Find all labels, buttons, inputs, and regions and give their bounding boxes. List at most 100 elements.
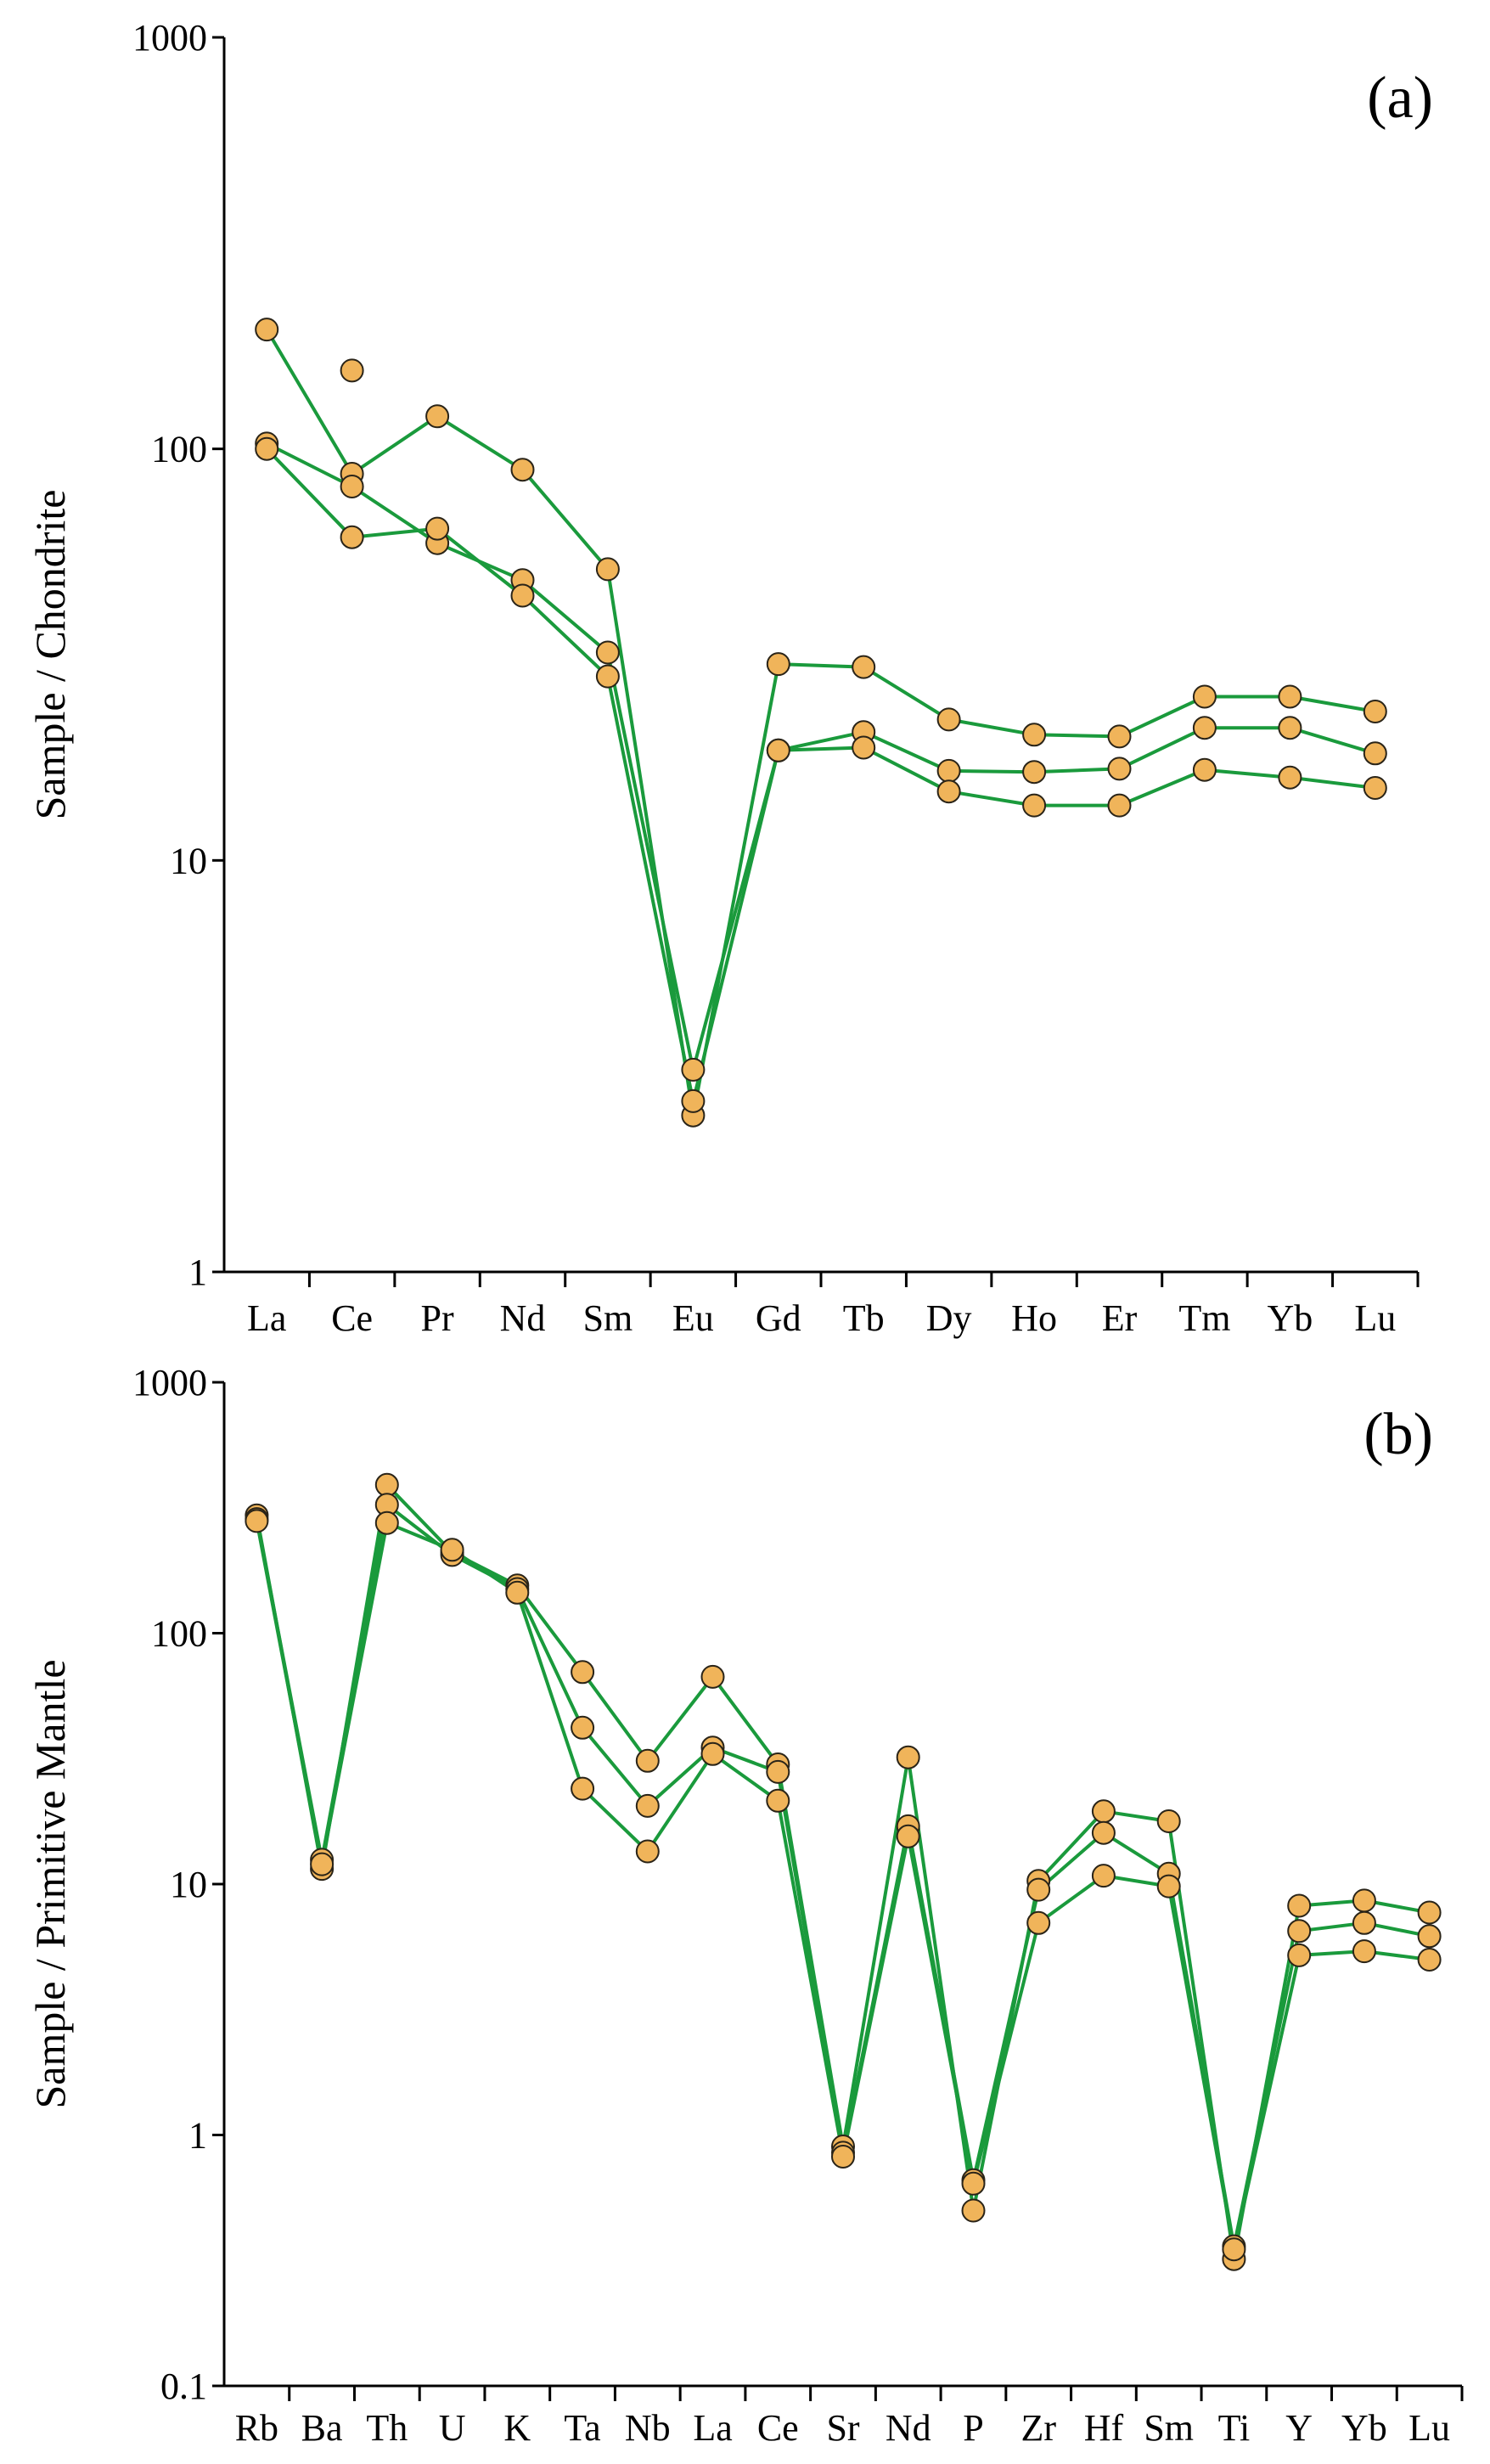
data-point <box>1352 1939 1376 1964</box>
x-tick-label: Th <box>366 2407 408 2449</box>
data-point <box>936 779 961 804</box>
data-point <box>896 1824 920 1848</box>
data-point <box>1352 1910 1376 1935</box>
data-point <box>255 436 279 461</box>
x-tick-label: Tm <box>1178 1297 1230 1339</box>
data-point <box>374 1510 399 1535</box>
series-line <box>266 442 1376 1072</box>
data-point <box>700 1741 725 1766</box>
data-point <box>1352 1888 1376 1913</box>
data-point <box>1278 765 1302 790</box>
data-point <box>1091 1820 1116 1845</box>
series-line <box>265 447 1376 1103</box>
data-point <box>961 2171 986 2196</box>
x-tick-label: Ho <box>1011 1297 1057 1339</box>
x-tick-label: Sm <box>583 1297 633 1339</box>
data-point <box>1363 741 1387 766</box>
x-tick-label: Ce <box>331 1297 373 1339</box>
x-tick-label: K <box>503 2407 531 2449</box>
x-tick-label: Ta <box>564 2407 600 2449</box>
data-point <box>852 735 876 760</box>
data-point <box>1022 760 1047 785</box>
data-point <box>766 738 790 762</box>
data-point <box>766 652 790 677</box>
x-tick-label: Tb <box>843 1297 885 1339</box>
y-tick-label: 1000 <box>132 17 207 59</box>
x-tick-label: La <box>693 2407 732 2449</box>
data-point <box>1287 1919 1312 1944</box>
x-tick-label: Dy <box>926 1297 972 1339</box>
data-point <box>1022 793 1047 818</box>
data-point <box>1363 776 1387 800</box>
data-point <box>936 707 961 732</box>
data-point <box>1107 724 1132 749</box>
x-tick-label: Sm <box>1144 2407 1194 2449</box>
data-point <box>1026 1910 1051 1935</box>
data-point <box>1417 1924 1442 1949</box>
data-point <box>936 758 961 783</box>
data-point <box>1192 757 1217 782</box>
x-tick-label: Ce <box>757 2407 799 2449</box>
data-point <box>1107 757 1132 781</box>
x-tick-label: Pr <box>421 1297 454 1339</box>
data-point <box>766 1759 790 1784</box>
x-tick-label: Ti <box>1218 2407 1251 2449</box>
data-point <box>1022 723 1047 747</box>
data-point <box>681 1089 706 1113</box>
x-tick-label: La <box>247 1297 286 1339</box>
x-tick-label: Sr <box>826 2407 859 2449</box>
data-point <box>766 1788 790 1813</box>
data-point <box>1417 1900 1442 1925</box>
x-tick-label: Er <box>1102 1297 1138 1339</box>
x-tick-label: Nd <box>886 2407 931 2449</box>
data-point <box>510 458 535 482</box>
x-tick-label: U <box>439 2407 466 2449</box>
y-tick-label: 10 <box>170 1864 207 1905</box>
data-point <box>1417 1948 1442 1972</box>
y-tick-label: 100 <box>151 429 207 470</box>
data-point <box>595 664 620 689</box>
x-tick-label: Ba <box>301 2407 343 2449</box>
data-point <box>1192 684 1217 709</box>
data-point <box>1091 1799 1116 1824</box>
data-point <box>310 1852 335 1876</box>
data-point <box>1026 1877 1051 1902</box>
data-point <box>700 1664 725 1689</box>
data-point <box>635 1839 660 1864</box>
data-point <box>1192 716 1217 740</box>
data-point <box>425 516 450 541</box>
y-tick-label: 1000 <box>132 1362 207 1404</box>
y-tick-label: 1 <box>188 1252 207 1293</box>
data-point <box>1156 1874 1181 1899</box>
x-tick-label: Lu <box>1408 2407 1450 2449</box>
x-tick-label: P <box>963 2407 983 2449</box>
data-point <box>635 1748 660 1773</box>
x-tick-label: Yb <box>1341 2407 1387 2449</box>
data-point <box>896 1745 920 1769</box>
x-tick-label: Nb <box>625 2407 671 2449</box>
data-point <box>425 404 450 429</box>
data-point <box>374 1472 399 1497</box>
y-axis-title: Sample / Primitive Mantle <box>26 1659 74 2108</box>
data-point <box>1278 716 1302 740</box>
x-tick-label: Hf <box>1084 2407 1124 2449</box>
y-axis-title: Sample / Chondrite <box>26 490 74 820</box>
data-point <box>1091 1864 1116 1888</box>
x-tick-label: Lu <box>1354 1297 1396 1339</box>
data-point <box>595 557 620 582</box>
data-point <box>1287 1893 1312 1918</box>
data-point <box>505 1580 530 1605</box>
data-point <box>681 1057 706 1082</box>
x-tick-label: Eu <box>672 1297 714 1339</box>
data-point <box>571 1715 595 1740</box>
data-point <box>831 2145 855 2169</box>
data-point <box>1363 700 1387 723</box>
data-point <box>1107 793 1132 818</box>
data-point <box>852 655 876 679</box>
data-point <box>1156 1809 1181 1833</box>
data-point <box>340 525 364 549</box>
series-line <box>265 329 1376 1117</box>
data-point <box>340 475 364 498</box>
data-point <box>571 1660 595 1685</box>
data-point <box>255 318 279 342</box>
